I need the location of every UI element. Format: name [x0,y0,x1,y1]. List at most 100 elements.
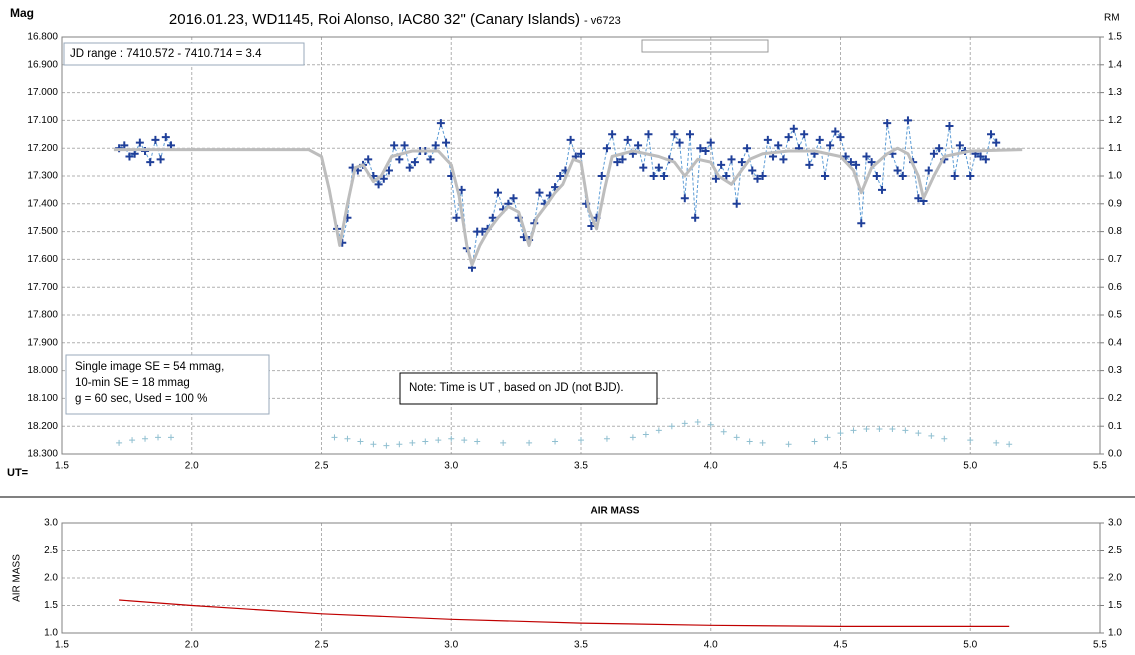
data-point [836,133,845,142]
annotation: Single image SE = 54 mmag, [75,361,224,373]
data-point [623,135,632,144]
y2-tick-label: 0.8 [1108,226,1122,237]
x-tick-label: 5.5 [1093,461,1107,472]
data-point [722,172,731,180]
data-point [748,166,757,175]
data-point [746,438,753,445]
y2-tick-label: 1.3 [1108,87,1122,98]
data-point [535,188,544,197]
data-point [166,141,175,150]
data-point [642,431,649,438]
y-tick-label: 18.000 [27,365,58,376]
y2-tick-label: 1.5 [1108,32,1122,43]
data-point [577,149,585,158]
data-point [383,442,390,449]
data-point [914,194,923,203]
data-point [831,127,840,136]
data-point [759,439,766,446]
data-point [732,199,741,208]
data-point [945,121,954,130]
data-point [431,141,440,150]
y-tick-label: 16.900 [27,59,58,70]
y-tick-label: 17.400 [27,198,58,209]
data-point [500,439,507,446]
data-point [727,155,736,164]
data-point [706,138,715,147]
x-tick-label: 4.5 [834,461,848,472]
data-point [1006,441,1013,448]
data-point [857,219,866,228]
data-point [737,158,746,167]
chart-title: AIR MASS [591,506,640,517]
data-point [461,437,468,444]
data-point [634,141,643,150]
data-point [976,152,985,161]
data-point [151,135,160,144]
data-point [850,427,857,434]
x-tick-label: 3.5 [574,640,588,651]
y-tick-label: 1.0 [44,628,58,639]
x-tick-label: 4.0 [704,461,718,472]
data-point [711,174,720,183]
data-point [846,158,855,167]
data-point [915,430,922,437]
data-point [685,130,694,139]
data-point [867,158,876,167]
data-point [955,141,964,150]
data-point [670,130,679,139]
y-tick-label: 17.600 [27,254,58,265]
y2-tick-label: 1.4 [1108,59,1122,70]
data-point [655,427,662,434]
data-point [902,427,909,434]
data-point [410,158,419,167]
data-point [924,166,933,175]
x-tick-label: 1.5 [55,640,69,651]
data-point [478,227,487,236]
data-point [125,152,134,161]
y2-tick-label: 1.2 [1108,115,1122,126]
data-point [474,438,481,445]
data-point [774,141,783,150]
data-point [872,172,881,180]
data-point [883,119,892,128]
data-point [578,437,584,444]
data-point [442,138,451,147]
data-point [602,144,611,153]
data-point [556,172,565,180]
x-tick-label: 2.0 [185,461,199,472]
data-point [493,188,502,197]
x-tick-label: 2.5 [315,461,329,472]
data-point [135,138,144,147]
data-point [680,194,689,203]
data-point [811,438,818,445]
data-point [552,438,559,445]
y-tick-label: 17.300 [27,171,58,182]
data-point [852,160,861,169]
data-point [824,434,831,441]
data-point [426,155,435,164]
data-point [129,437,136,444]
data-point [763,135,772,144]
y2-tick-label: 1.5 [1108,600,1122,611]
data-point [390,141,399,150]
data-point [120,141,129,150]
data-point [142,435,149,442]
data-point [691,213,700,222]
data-point [649,172,658,180]
data-point [863,425,870,432]
data-point [800,130,809,139]
x-tick-label: 4.5 [834,640,848,651]
data-point [436,119,445,128]
x-tick-label: 5.5 [1093,640,1107,651]
data-point [409,439,416,446]
data-point [668,423,675,430]
y2-tick-label: 0.7 [1108,254,1122,265]
y-tick-label: 18.100 [27,393,58,404]
data-point [694,419,701,426]
data-point [935,144,944,153]
data-point [435,437,442,444]
annotation: Note: Time is UT , based on JD (not BJD)… [409,382,624,394]
data-point [992,138,1001,147]
